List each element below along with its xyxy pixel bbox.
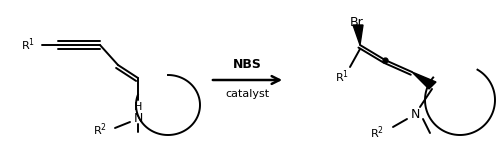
Text: catalyst: catalyst <box>226 89 270 99</box>
Text: Br: Br <box>350 16 364 28</box>
Text: R$^1$: R$^1$ <box>335 69 349 85</box>
Polygon shape <box>412 72 436 89</box>
Text: R$^1$: R$^1$ <box>21 37 35 53</box>
Polygon shape <box>353 25 363 45</box>
Text: R$^2$: R$^2$ <box>370 125 384 141</box>
Text: NBS: NBS <box>233 57 262 71</box>
Text: R$^2$: R$^2$ <box>93 122 107 138</box>
Text: H: H <box>134 102 142 112</box>
Text: N: N <box>410 109 420 122</box>
Text: N: N <box>134 111 142 124</box>
